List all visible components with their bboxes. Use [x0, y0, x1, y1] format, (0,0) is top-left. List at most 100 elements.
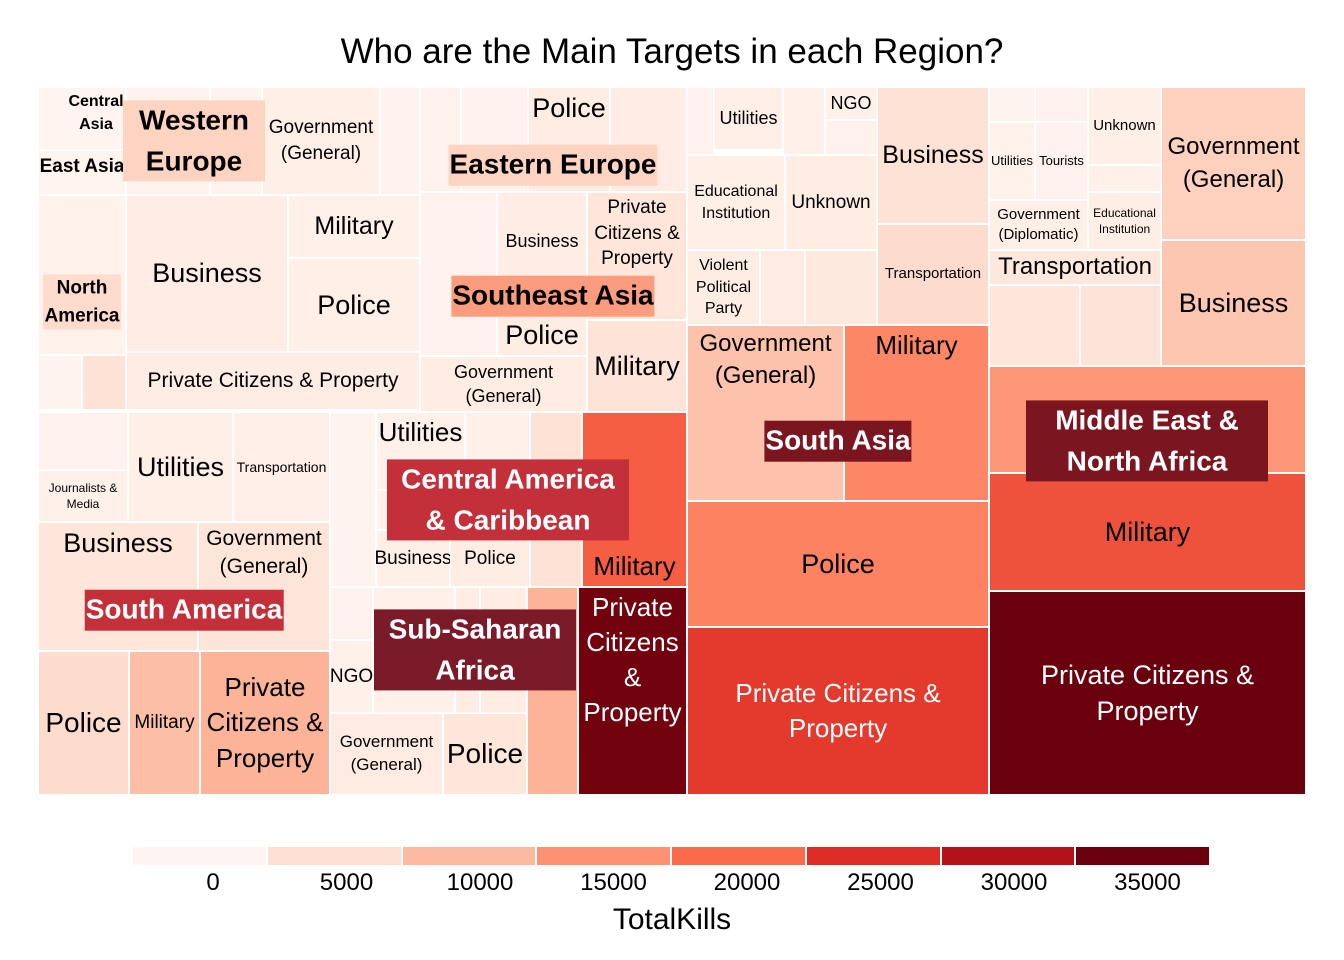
treemap-tile [783, 87, 825, 155]
chart-title: Who are the Main Targets in each Region? [340, 32, 1004, 71]
treemap-tile: Unknown [785, 155, 877, 250]
tile-label: Business [152, 258, 262, 289]
treemap-tile [805, 250, 877, 325]
legend-color-bin [133, 847, 268, 865]
treemap-tile: Business [877, 87, 989, 224]
treemap-tile [825, 120, 877, 155]
treemap-tile [330, 587, 373, 640]
tile-label: Unknown [1093, 116, 1156, 134]
treemap-tile [38, 412, 128, 470]
legend-tick-label: 20000 [713, 869, 781, 896]
tile-label: Business [882, 140, 984, 169]
legend-color-bin [806, 847, 942, 865]
tile-label: Transportation [998, 253, 1152, 281]
legend-color-bin [267, 847, 403, 865]
tile-label: Utilities [136, 451, 224, 482]
treemap-tile: Government (General) [198, 522, 330, 651]
tile-label: Utilities [378, 417, 463, 447]
tile-label: Police [45, 707, 122, 739]
treemap-tile: Educational Institution [687, 155, 785, 250]
legend-tick-label: 25000 [847, 869, 914, 896]
treemap-tile: Business [38, 522, 198, 651]
treemap-tile: Tourists [1035, 122, 1088, 200]
treemap-tile: Educational Institution [1088, 192, 1161, 250]
treemap-tile [82, 355, 126, 410]
legend-color-bin [941, 847, 1077, 865]
treemap-tile: Utilities [128, 412, 233, 522]
treemap-tile [420, 192, 497, 356]
treemap-tile: Private Citizens & Property [687, 627, 989, 795]
treemap-tile: Business [497, 192, 587, 290]
treemap-tile: Transportation [989, 250, 1161, 285]
treemap-tile [330, 412, 376, 587]
tile-label: Unknown [791, 191, 871, 213]
tile-label: Educational Institution [694, 182, 778, 222]
treemap-tile: Private Citizens & Property [989, 591, 1306, 795]
tile-label: Private Citizens & Property [583, 592, 682, 728]
treemap-tile [687, 87, 714, 155]
region-label: East Asia [39, 156, 125, 178]
treemap-tile: Police [443, 713, 527, 795]
legend-color-bin [402, 847, 538, 865]
region-label: Eastern Europe [448, 144, 658, 186]
treemap-tile: Unknown [1088, 87, 1161, 165]
treemap-tile: Private Citizens & Property [126, 352, 420, 410]
treemap-tile: Police [288, 258, 420, 352]
treemap-tile: Transportation [233, 412, 330, 522]
tile-label: Police [801, 548, 875, 579]
tile-label: Government (Diplomatic) [997, 205, 1080, 243]
tile-label: Police [505, 319, 579, 350]
treemap-tile [1088, 165, 1161, 192]
tile-label: Private Citizens & Property [147, 368, 399, 392]
tile-label: Business [63, 528, 173, 558]
treemap-tile: Utilities [989, 122, 1035, 200]
treemap-tile: Military [587, 320, 687, 412]
legend-title: TotalKills [612, 903, 732, 936]
tile-label: Private Citizens & Property [735, 677, 941, 743]
legend-tick-label: 5000 [319, 869, 374, 896]
region-label: South America [84, 589, 284, 631]
region-label: Southeast Asia [451, 275, 655, 317]
tile-label: Journalists & Media [48, 480, 118, 511]
legend-tick-label: 0 [206, 869, 220, 896]
region-label: South Asia [764, 420, 912, 462]
tile-label: Private Citizens & Property [594, 197, 680, 270]
tile-label: Government (General) [1167, 133, 1300, 193]
tile-label: NGO [830, 93, 872, 114]
treemap-tile [380, 87, 420, 195]
treemap-tile: Military [989, 473, 1306, 591]
tile-label: Police [317, 289, 391, 320]
tile-label: Utilities [719, 108, 778, 129]
treemap-tile: Military [844, 325, 989, 501]
tile-label: Police [464, 547, 516, 569]
tile-label: NGO [329, 665, 374, 687]
tile-label: Private Citizens & Property [206, 672, 324, 773]
treemap-tile: Government (General) [330, 713, 443, 795]
tile-label: Government (General) [268, 117, 374, 164]
legend-color-bin [1076, 847, 1211, 865]
treemap-tile: Military [129, 651, 200, 795]
treemap-tile [38, 150, 126, 195]
tile-label: Military [594, 350, 680, 381]
tile-label: Violent Political Party [695, 257, 752, 318]
legend-tick-label: 30000 [980, 869, 1048, 896]
treemap-tile: Business [126, 195, 288, 352]
legend-tick-label: 10000 [446, 869, 514, 896]
treemap-tile [989, 87, 1035, 122]
legend-color-bin [537, 847, 672, 865]
treemap-tile [989, 285, 1080, 366]
treemap-tile [38, 355, 82, 410]
tile-label: Military [1104, 516, 1191, 547]
treemap-tile [38, 87, 126, 150]
treemap-tile: Police [38, 651, 129, 795]
treemap-tile: Police [687, 501, 989, 627]
treemap-tile: Business [1161, 240, 1306, 366]
region-label: Sub-Saharan Africa [374, 609, 576, 691]
tile-label: Private Citizens & Property [1040, 659, 1255, 726]
tile-label: Transportation [884, 265, 982, 283]
region-label: Middle East & North Africa [1026, 400, 1268, 482]
treemap-tile [760, 250, 805, 325]
region-label: North America [43, 274, 121, 330]
treemap-tile: Government (General) [1161, 87, 1306, 240]
